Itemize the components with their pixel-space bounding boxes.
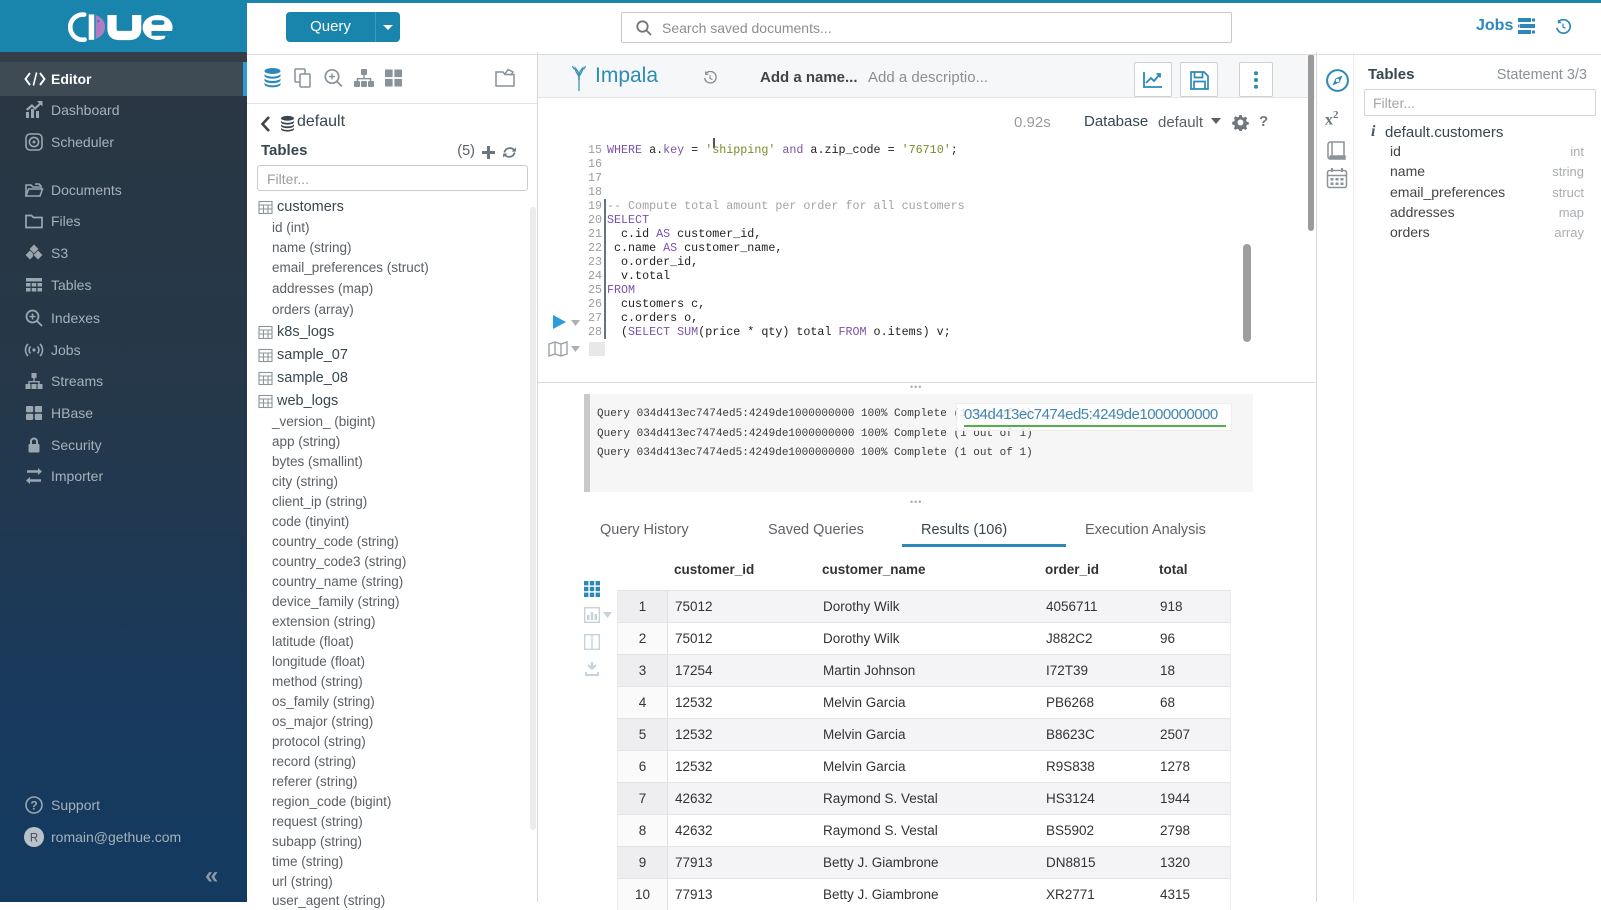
svg-text:R: R [30,833,38,845]
svg-text:?: ? [30,799,37,813]
